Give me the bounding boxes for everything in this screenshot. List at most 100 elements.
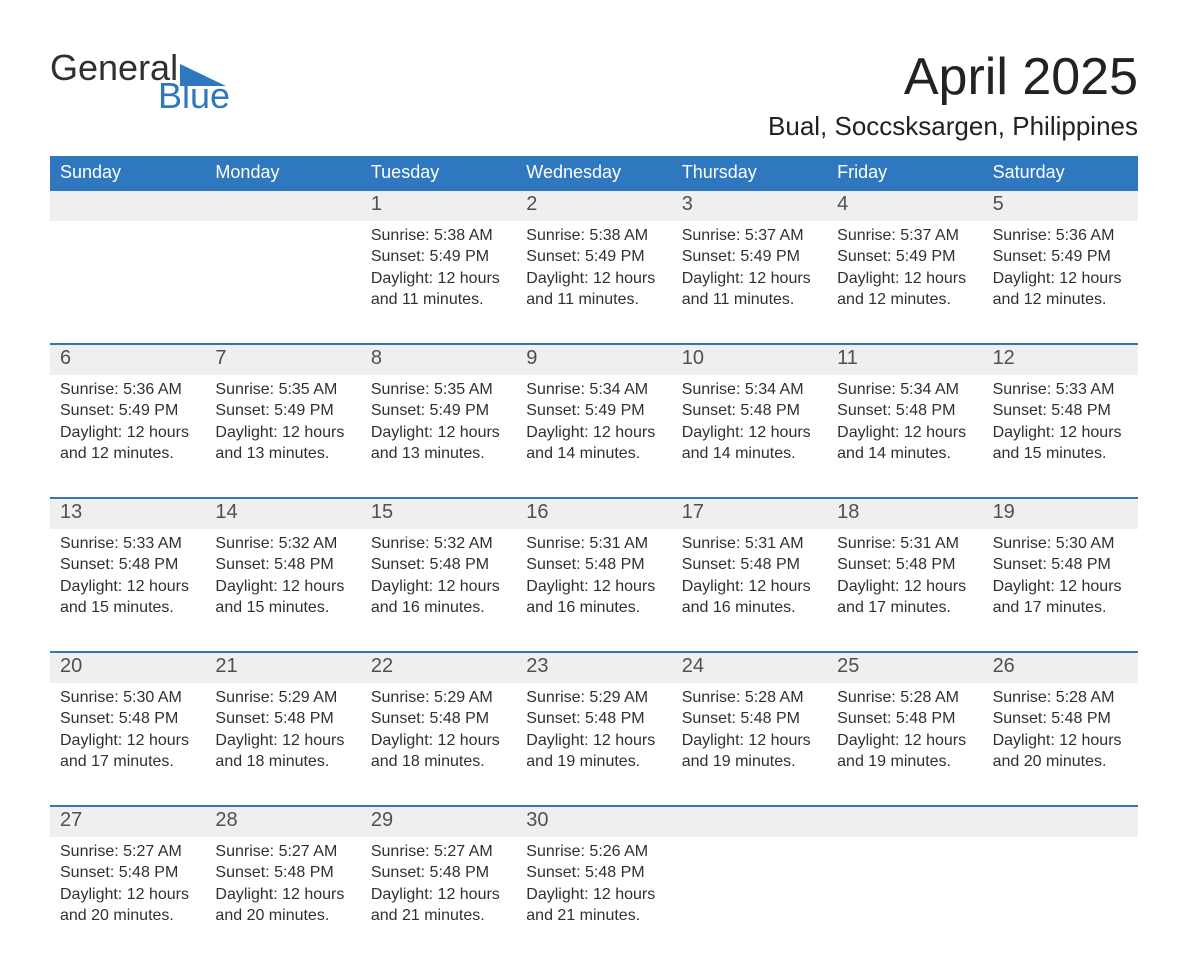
- sunrise-line: Sunrise: 5:27 AM: [215, 841, 350, 863]
- day-number: 14: [205, 499, 360, 529]
- day-cell: Sunrise: 5:35 AMSunset: 5:49 PMDaylight:…: [361, 375, 516, 473]
- sunrise-line: Sunrise: 5:30 AM: [993, 533, 1128, 555]
- dow-cell: Wednesday: [516, 156, 671, 191]
- week-row: 13141516171819Sunrise: 5:33 AMSunset: 5:…: [50, 497, 1138, 627]
- location-subtitle: Bual, Soccsksargen, Philippines: [768, 111, 1138, 142]
- sunset-line: Sunset: 5:48 PM: [60, 708, 195, 730]
- day-cell: Sunrise: 5:30 AMSunset: 5:48 PMDaylight:…: [50, 683, 205, 781]
- logo: General Blue: [50, 50, 230, 114]
- sunset-line: Sunset: 5:48 PM: [215, 708, 350, 730]
- sunset-line: Sunset: 5:49 PM: [60, 400, 195, 422]
- daynum-strip: 27282930: [50, 807, 1138, 837]
- daylight-line: Daylight: 12 hours and 12 minutes.: [60, 422, 195, 465]
- day-number: 27: [50, 807, 205, 837]
- day-number: 12: [983, 345, 1138, 375]
- daylight-line: Daylight: 12 hours and 16 minutes.: [682, 576, 817, 619]
- day-cell: [672, 837, 827, 935]
- sunset-line: Sunset: 5:49 PM: [215, 400, 350, 422]
- day-cell: Sunrise: 5:33 AMSunset: 5:48 PMDaylight:…: [983, 375, 1138, 473]
- day-cell: Sunrise: 5:34 AMSunset: 5:49 PMDaylight:…: [516, 375, 671, 473]
- daylight-line: Daylight: 12 hours and 20 minutes.: [60, 884, 195, 927]
- day-cell: Sunrise: 5:27 AMSunset: 5:48 PMDaylight:…: [50, 837, 205, 935]
- day-cell: Sunrise: 5:27 AMSunset: 5:48 PMDaylight:…: [361, 837, 516, 935]
- day-of-week-header: SundayMondayTuesdayWednesdayThursdayFrid…: [50, 156, 1138, 191]
- sunset-line: Sunset: 5:48 PM: [60, 554, 195, 576]
- day-cell: [50, 221, 205, 319]
- sunrise-line: Sunrise: 5:28 AM: [682, 687, 817, 709]
- sunrise-line: Sunrise: 5:37 AM: [837, 225, 972, 247]
- day-cell: Sunrise: 5:37 AMSunset: 5:49 PMDaylight:…: [672, 221, 827, 319]
- day-number: 1: [361, 191, 516, 221]
- day-number: 18: [827, 499, 982, 529]
- day-cell: Sunrise: 5:29 AMSunset: 5:48 PMDaylight:…: [205, 683, 360, 781]
- sunset-line: Sunset: 5:49 PM: [526, 246, 661, 268]
- sunset-line: Sunset: 5:48 PM: [371, 554, 506, 576]
- sunrise-line: Sunrise: 5:28 AM: [993, 687, 1128, 709]
- daylight-line: Daylight: 12 hours and 11 minutes.: [682, 268, 817, 311]
- daylight-line: Daylight: 12 hours and 14 minutes.: [682, 422, 817, 465]
- day-number: 29: [361, 807, 516, 837]
- weeks-container: 12345Sunrise: 5:38 AMSunset: 5:49 PMDayl…: [50, 191, 1138, 935]
- day-cell: Sunrise: 5:29 AMSunset: 5:48 PMDaylight:…: [516, 683, 671, 781]
- title-block: April 2025 Bual, Soccsksargen, Philippin…: [768, 50, 1138, 142]
- day-cell: Sunrise: 5:28 AMSunset: 5:48 PMDaylight:…: [827, 683, 982, 781]
- calendar-page: General Blue April 2025 Bual, Soccsksarg…: [0, 0, 1188, 975]
- day-number: 4: [827, 191, 982, 221]
- sunrise-line: Sunrise: 5:29 AM: [371, 687, 506, 709]
- day-cell: Sunrise: 5:37 AMSunset: 5:49 PMDaylight:…: [827, 221, 982, 319]
- daynum-strip: 20212223242526: [50, 653, 1138, 683]
- sunset-line: Sunset: 5:48 PM: [993, 554, 1128, 576]
- sunrise-line: Sunrise: 5:35 AM: [371, 379, 506, 401]
- sunrise-line: Sunrise: 5:38 AM: [371, 225, 506, 247]
- daylight-line: Daylight: 12 hours and 17 minutes.: [837, 576, 972, 619]
- sunrise-line: Sunrise: 5:31 AM: [682, 533, 817, 555]
- daylight-line: Daylight: 12 hours and 20 minutes.: [993, 730, 1128, 773]
- daylight-line: Daylight: 12 hours and 11 minutes.: [526, 268, 661, 311]
- sunrise-line: Sunrise: 5:34 AM: [837, 379, 972, 401]
- daybody-row: Sunrise: 5:33 AMSunset: 5:48 PMDaylight:…: [50, 529, 1138, 627]
- daylight-line: Daylight: 12 hours and 16 minutes.: [526, 576, 661, 619]
- sunrise-line: Sunrise: 5:35 AM: [215, 379, 350, 401]
- day-number: 22: [361, 653, 516, 683]
- sunset-line: Sunset: 5:48 PM: [371, 862, 506, 884]
- sunset-line: Sunset: 5:48 PM: [993, 708, 1128, 730]
- calendar-grid: SundayMondayTuesdayWednesdayThursdayFrid…: [50, 156, 1138, 935]
- sunset-line: Sunset: 5:48 PM: [837, 400, 972, 422]
- day-cell: Sunrise: 5:32 AMSunset: 5:48 PMDaylight:…: [361, 529, 516, 627]
- daylight-line: Daylight: 12 hours and 19 minutes.: [837, 730, 972, 773]
- daylight-line: Daylight: 12 hours and 21 minutes.: [371, 884, 506, 927]
- sunrise-line: Sunrise: 5:29 AM: [526, 687, 661, 709]
- day-number: 16: [516, 499, 671, 529]
- daybody-row: Sunrise: 5:30 AMSunset: 5:48 PMDaylight:…: [50, 683, 1138, 781]
- day-number: 17: [672, 499, 827, 529]
- day-cell: Sunrise: 5:28 AMSunset: 5:48 PMDaylight:…: [672, 683, 827, 781]
- sunset-line: Sunset: 5:48 PM: [993, 400, 1128, 422]
- sunset-line: Sunset: 5:48 PM: [215, 554, 350, 576]
- sunset-line: Sunset: 5:49 PM: [526, 400, 661, 422]
- day-number: 25: [827, 653, 982, 683]
- sunrise-line: Sunrise: 5:31 AM: [526, 533, 661, 555]
- day-cell: Sunrise: 5:31 AMSunset: 5:48 PMDaylight:…: [516, 529, 671, 627]
- dow-cell: Thursday: [672, 156, 827, 191]
- day-cell: Sunrise: 5:31 AMSunset: 5:48 PMDaylight:…: [827, 529, 982, 627]
- sunset-line: Sunset: 5:48 PM: [526, 554, 661, 576]
- day-number: 26: [983, 653, 1138, 683]
- sunset-line: Sunset: 5:49 PM: [682, 246, 817, 268]
- dow-cell: Friday: [827, 156, 982, 191]
- daynum-strip: 6789101112: [50, 345, 1138, 375]
- day-cell: Sunrise: 5:28 AMSunset: 5:48 PMDaylight:…: [983, 683, 1138, 781]
- sunrise-line: Sunrise: 5:30 AM: [60, 687, 195, 709]
- day-cell: Sunrise: 5:29 AMSunset: 5:48 PMDaylight:…: [361, 683, 516, 781]
- day-cell: Sunrise: 5:31 AMSunset: 5:48 PMDaylight:…: [672, 529, 827, 627]
- day-number: 23: [516, 653, 671, 683]
- sunrise-line: Sunrise: 5:34 AM: [526, 379, 661, 401]
- day-cell: Sunrise: 5:38 AMSunset: 5:49 PMDaylight:…: [361, 221, 516, 319]
- day-number: 15: [361, 499, 516, 529]
- day-number: 8: [361, 345, 516, 375]
- sunset-line: Sunset: 5:49 PM: [371, 246, 506, 268]
- sunrise-line: Sunrise: 5:28 AM: [837, 687, 972, 709]
- daylight-line: Daylight: 12 hours and 13 minutes.: [215, 422, 350, 465]
- daylight-line: Daylight: 12 hours and 15 minutes.: [60, 576, 195, 619]
- day-number: [205, 191, 360, 221]
- day-number: 9: [516, 345, 671, 375]
